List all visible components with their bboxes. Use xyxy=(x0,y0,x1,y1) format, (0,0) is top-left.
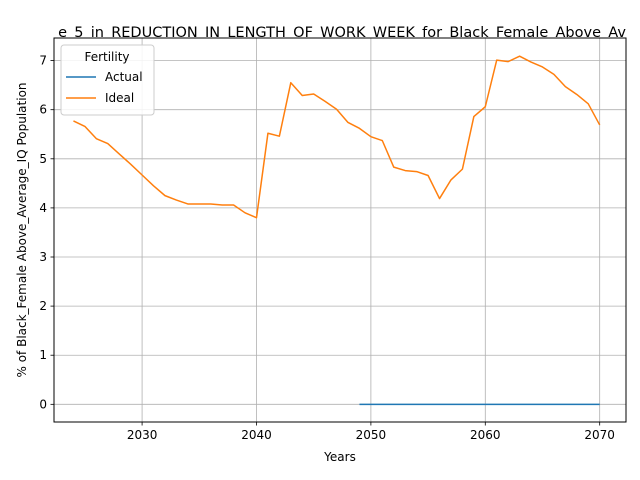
y-tick-label: 5 xyxy=(39,152,47,166)
y-tick-label: 7 xyxy=(39,54,47,68)
y-tick-label: 6 xyxy=(39,103,47,117)
x-tick-label: 2060 xyxy=(470,428,501,442)
x-tick-label: 2040 xyxy=(241,428,272,442)
y-tick-label: 1 xyxy=(39,348,47,362)
y-tick-label: 4 xyxy=(39,201,47,215)
x-tick-label: 2070 xyxy=(584,428,615,442)
legend-label-ideal: Ideal xyxy=(105,91,134,105)
y-tick-label: 3 xyxy=(39,250,47,264)
legend-label-actual: Actual xyxy=(105,70,143,84)
y-tick-label: 0 xyxy=(39,397,47,411)
x-axis-title: Years xyxy=(323,450,356,464)
legend-title: Fertility xyxy=(84,50,129,64)
x-tick-label: 2050 xyxy=(356,428,387,442)
axis-ticks: 2030 2040 2050 2060 2070 0 1 2 3 4 5 6 7 xyxy=(39,54,615,442)
y-axis-title: % of Black_Female Above_Average_IQ Popul… xyxy=(15,82,29,377)
legend: Fertility Actual Ideal xyxy=(60,44,155,116)
chart-title: e_5_in_REDUCTION_IN_LENGTH_OF_WORK_WEEK_… xyxy=(58,25,626,41)
plot-frame xyxy=(53,37,627,423)
x-tick-label: 2030 xyxy=(127,428,158,442)
series-layer xyxy=(73,55,601,406)
series-line-ideal xyxy=(73,55,601,219)
y-tick-label: 2 xyxy=(39,299,47,313)
